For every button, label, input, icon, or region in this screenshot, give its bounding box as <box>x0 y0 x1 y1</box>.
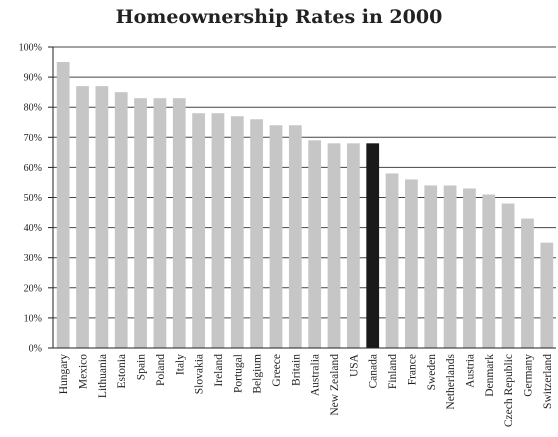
y-tick-label: 50% <box>24 193 42 204</box>
x-tick-label: Slovakia <box>194 354 206 394</box>
bars <box>56 62 554 349</box>
y-tick-label: 70% <box>24 133 42 144</box>
x-tick-label: Spain <box>136 354 148 380</box>
bar <box>482 194 496 348</box>
y-tick-label: 0% <box>29 344 42 355</box>
bar <box>192 113 205 348</box>
x-tick-label: Lithuania <box>97 354 109 398</box>
y-tick-label: 30% <box>24 253 42 264</box>
bar <box>385 173 399 348</box>
x-tick-label: Poland <box>155 354 167 386</box>
axes <box>48 46 556 349</box>
x-tick-label: Austria <box>464 354 476 388</box>
x-tick-label: France <box>406 354 418 385</box>
bar <box>153 98 167 348</box>
bar <box>463 188 476 348</box>
gridlines <box>53 46 556 319</box>
x-tick-label: USA <box>348 353 360 377</box>
x-tick-label: Estonia <box>116 354 128 389</box>
bar <box>424 185 438 348</box>
y-tick-label: 10% <box>24 313 42 324</box>
bar <box>56 62 70 349</box>
x-tick-label: Belgium <box>252 354 264 394</box>
bar <box>327 143 341 348</box>
chart-title: Homeownership Rates in 2000 <box>115 6 443 28</box>
bar <box>95 86 109 348</box>
bar <box>76 86 89 348</box>
x-tick-labels: Hungary Mexico Lithuania Estonia Spain Poland… <box>58 353 554 427</box>
x-tick-label: Denmark <box>484 354 496 397</box>
x-tick-label: Australia <box>310 354 322 396</box>
y-tick-label: 80% <box>24 103 42 114</box>
x-tick-label: Czech Republic <box>503 354 515 427</box>
x-tick-label: Finland <box>387 354 399 389</box>
y-tick-labels: 0% 10% 20% 30% 40% 50% 60% 70% 80% 90% 100% <box>19 43 42 355</box>
x-tick-label: Switzerland <box>542 354 554 409</box>
x-tick-label: Netherlands <box>445 353 457 409</box>
bar <box>114 92 128 349</box>
y-tick-label: 100% <box>19 43 42 54</box>
bar <box>346 143 360 348</box>
x-tick-label: Germany <box>522 354 534 397</box>
bar <box>288 125 302 348</box>
bar <box>211 113 225 348</box>
bar <box>250 119 264 349</box>
y-tick-label: 60% <box>24 163 42 174</box>
x-tick-label: Portugal <box>232 354 244 393</box>
x-tick-label: Italy <box>174 354 186 375</box>
bar <box>172 98 186 348</box>
y-tick-label: 40% <box>24 223 42 234</box>
bar <box>366 143 380 348</box>
bar <box>501 203 515 348</box>
x-tick-label: Ireland <box>213 354 225 387</box>
x-tick-label: Greece <box>271 354 283 387</box>
x-tick-label: Sweden <box>426 354 438 391</box>
x-tick-label: Canada <box>368 354 380 388</box>
bar <box>308 140 322 348</box>
bar <box>230 116 244 348</box>
x-tick-label: Hungary <box>58 354 70 394</box>
x-tick-label: New Zealand <box>329 354 341 416</box>
bar <box>405 179 418 348</box>
y-tick-label: 20% <box>24 283 42 294</box>
x-tick-label: Britain <box>290 354 302 386</box>
bar <box>443 185 457 348</box>
x-tick-label: Mexico <box>78 354 90 389</box>
bar <box>269 125 283 348</box>
bar <box>521 218 534 348</box>
bar <box>540 242 554 348</box>
bar <box>134 98 147 348</box>
y-tick-label: 90% <box>24 73 42 84</box>
